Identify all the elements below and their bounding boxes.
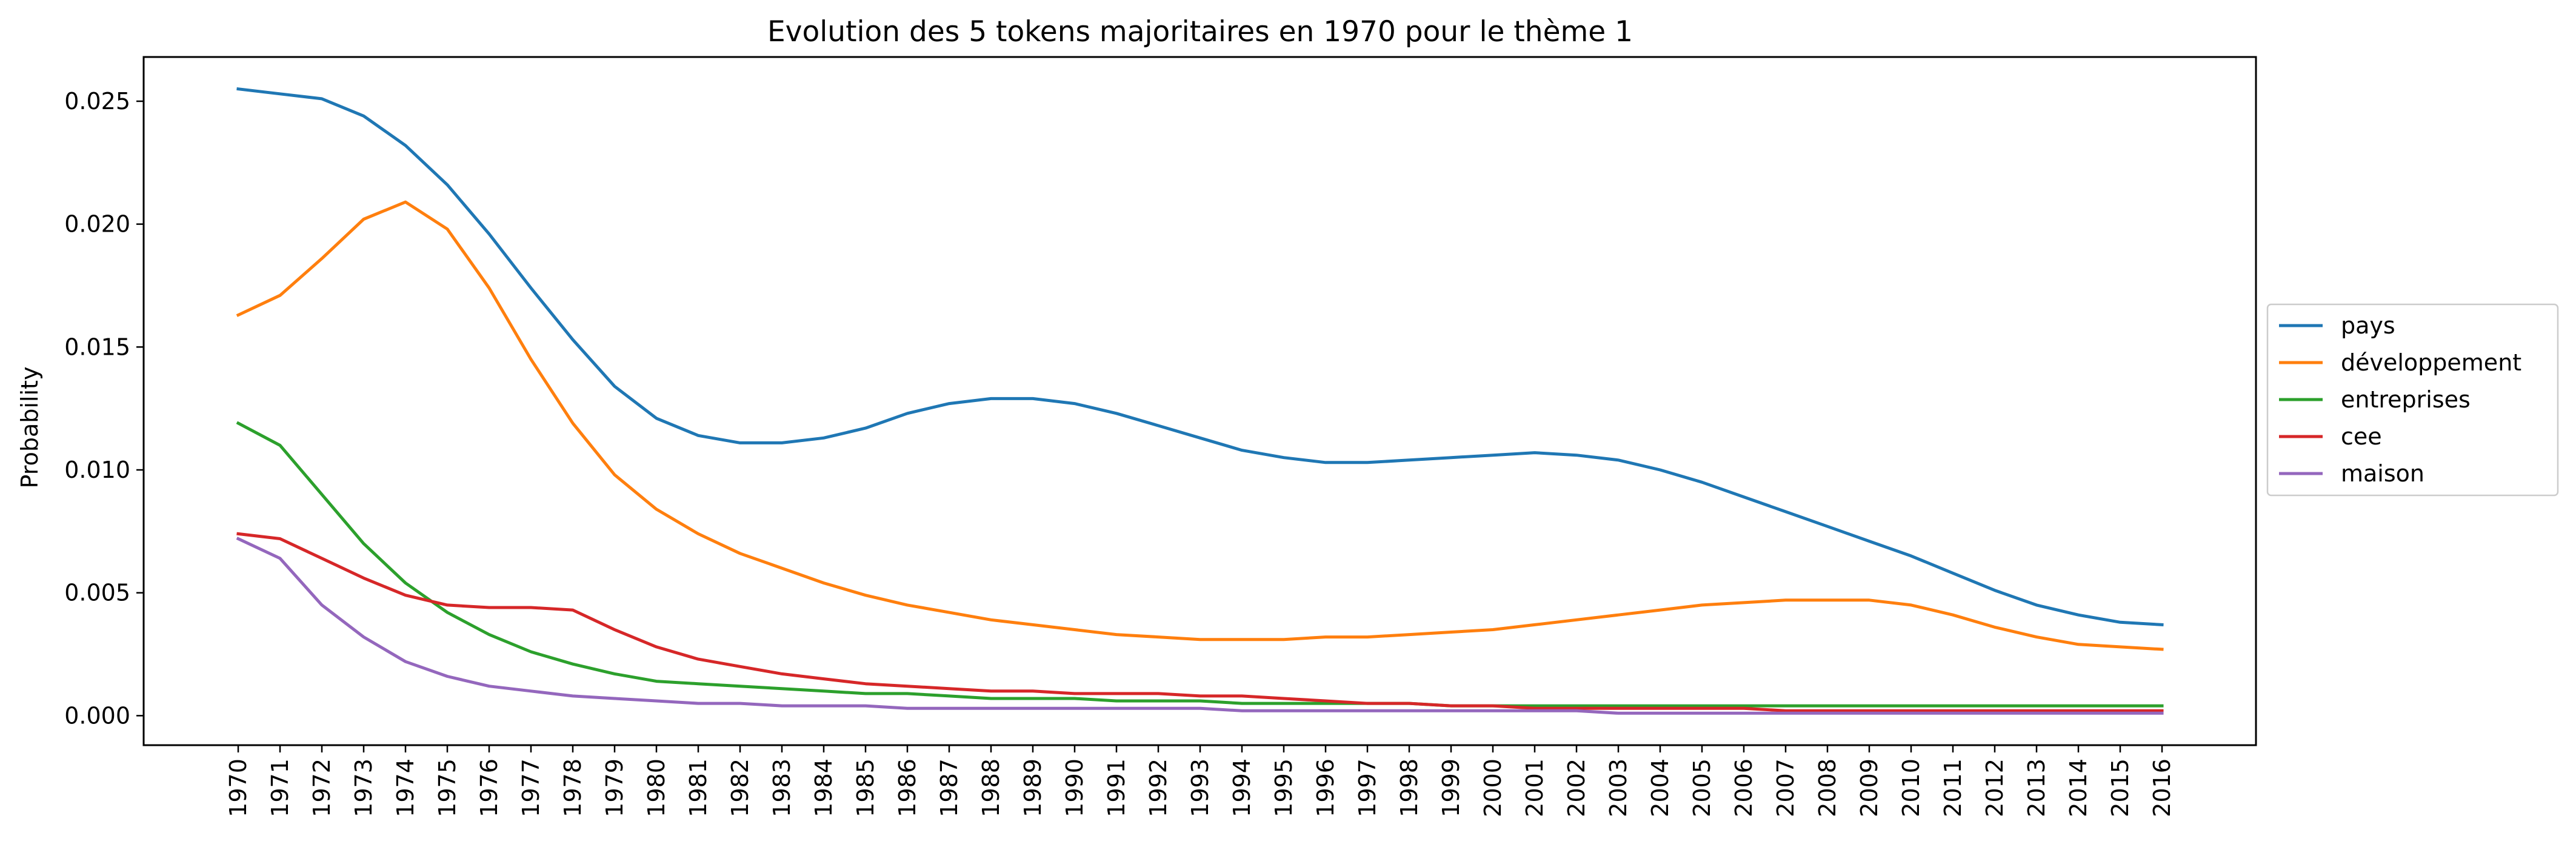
chart-title: Evolution des 5 tokens majoritaires en 1… [767, 15, 1633, 49]
legend-label-developpement: développement [2341, 349, 2521, 376]
y-tick-label: 0.010 [64, 457, 130, 483]
y-axis-label: Probability [16, 367, 43, 489]
y-tick-label: 0.005 [64, 580, 130, 606]
x-tick-label: 1984 [810, 759, 837, 817]
x-tick-label: 1996 [1312, 759, 1339, 817]
axes: 0.000 0.005 0.010 0.015 0.020 0.025 1970 1971 19… [64, 88, 2175, 817]
x-tick-label: 2001 [1521, 759, 1548, 817]
x-tick-label: 1975 [434, 759, 461, 817]
x-tick-label: 1998 [1396, 759, 1423, 817]
x-tick-label: 1986 [894, 759, 921, 817]
x-tick-label: 1983 [769, 759, 795, 817]
x-tick-label: 1980 [643, 759, 670, 817]
x-tick-label: 1999 [1438, 759, 1464, 817]
x-tick-label: 2009 [1856, 759, 1883, 817]
series-line-entreprises [236, 421, 2164, 708]
x-tick-label: 1985 [852, 759, 879, 817]
x-tick-label: 2006 [1730, 759, 1757, 817]
x-tick-label: 1997 [1354, 759, 1381, 817]
x-tick-label: 1992 [1145, 759, 1172, 817]
series-line-cee [236, 532, 2164, 712]
x-tick-label: 2010 [1898, 759, 1924, 817]
x-tick-label: 1972 [309, 759, 335, 817]
x-tick-label: 2003 [1605, 759, 1632, 817]
x-tick-label: 2013 [2023, 759, 2050, 817]
y-tick-label: 0.020 [64, 211, 130, 238]
x-tick-label: 2014 [2065, 759, 2092, 817]
x-tick-label: 1991 [1103, 759, 1130, 817]
x-tick-label: 2007 [1772, 759, 1799, 817]
x-tick-label: 1978 [559, 759, 586, 817]
legend-box [2266, 303, 2559, 497]
x-tick-label: 1973 [350, 759, 377, 817]
plot-area: 0.000 0.005 0.010 0.015 0.020 0.025 1970 1971 19… [64, 87, 2175, 817]
x-tick-label: 1971 [267, 759, 293, 817]
legend: pays développement entreprises cee maison [2266, 303, 2559, 497]
x-tick-label: 2004 [1647, 759, 1673, 817]
x-tick-label: 1995 [1270, 759, 1297, 817]
series-lines [236, 87, 2164, 715]
y-tick-label: 0.000 [64, 702, 130, 729]
x-tick-label: 1979 [601, 759, 628, 817]
legend-label-entreprises: entreprises [2341, 386, 2471, 413]
x-tick-label: 1981 [685, 759, 712, 817]
x-tick-label: 1990 [1061, 759, 1088, 817]
legend-label-cee: cee [2341, 423, 2382, 450]
legend-label-maison: maison [2341, 460, 2424, 487]
x-tick-label: 1989 [1019, 759, 1046, 817]
x-tick-label: 2015 [2107, 759, 2134, 817]
series-line-maison [236, 537, 2164, 715]
series-line-pays [236, 87, 2164, 627]
x-tick-label: 1987 [936, 759, 963, 817]
x-tick-label: 1976 [476, 759, 502, 817]
x-tick-label: 1993 [1187, 759, 1213, 817]
y-tick-label: 0.025 [64, 88, 130, 115]
plot-frame [142, 56, 2257, 746]
x-tick-label: 1988 [978, 759, 1004, 817]
legend-label-pays: pays [2341, 312, 2395, 339]
x-tick-label: 1970 [225, 759, 252, 817]
x-tick-label: 1974 [392, 759, 419, 817]
series-line-developpement [236, 200, 2164, 651]
x-tick-label: 1994 [1229, 759, 1255, 817]
x-tick-label: 1977 [518, 759, 544, 817]
x-tick-label: 1982 [727, 759, 753, 817]
x-tick-label: 2012 [1981, 759, 2008, 817]
x-tick-label: 2005 [1689, 759, 1715, 817]
x-tick-label: 2016 [2149, 759, 2175, 817]
x-tick-label: 2008 [1814, 759, 1841, 817]
y-tick-label: 0.015 [64, 333, 130, 360]
x-tick-label: 2000 [1480, 759, 1506, 817]
x-tick-label: 2011 [1940, 759, 1966, 817]
x-tick-label: 2002 [1563, 759, 1590, 817]
